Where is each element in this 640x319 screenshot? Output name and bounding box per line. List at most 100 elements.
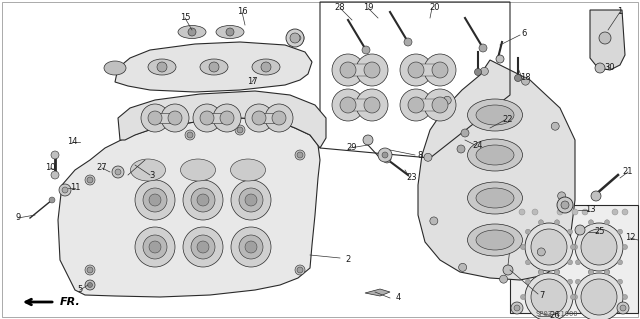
Circle shape — [197, 241, 209, 253]
Circle shape — [197, 194, 209, 206]
Circle shape — [149, 241, 161, 253]
Text: 29: 29 — [347, 144, 357, 152]
Circle shape — [183, 180, 223, 220]
Ellipse shape — [230, 159, 266, 181]
Circle shape — [588, 270, 593, 275]
Circle shape — [295, 265, 305, 275]
Ellipse shape — [476, 188, 514, 208]
Circle shape — [209, 62, 219, 72]
Circle shape — [588, 220, 593, 225]
Circle shape — [554, 270, 559, 275]
Circle shape — [87, 267, 93, 273]
Circle shape — [363, 135, 373, 145]
Circle shape — [290, 33, 300, 43]
Circle shape — [231, 180, 271, 220]
Ellipse shape — [216, 26, 244, 39]
Circle shape — [141, 104, 169, 132]
Circle shape — [183, 227, 223, 267]
Polygon shape — [58, 118, 320, 297]
Circle shape — [557, 192, 566, 200]
Circle shape — [557, 209, 563, 215]
Circle shape — [623, 244, 627, 249]
Circle shape — [588, 269, 593, 274]
Text: 12: 12 — [625, 234, 636, 242]
Circle shape — [531, 279, 567, 315]
Circle shape — [188, 28, 196, 36]
Bar — [510, 205, 638, 313]
Circle shape — [430, 217, 438, 225]
Circle shape — [408, 62, 424, 78]
Bar — [348, 64, 372, 76]
Circle shape — [575, 223, 623, 271]
Circle shape — [143, 188, 167, 212]
Circle shape — [148, 111, 162, 125]
Circle shape — [582, 209, 588, 215]
Text: 3: 3 — [149, 170, 155, 180]
Circle shape — [382, 152, 388, 158]
Circle shape — [213, 104, 241, 132]
Circle shape — [245, 241, 257, 253]
Circle shape — [525, 273, 573, 319]
Text: 20: 20 — [429, 4, 440, 12]
Ellipse shape — [148, 59, 176, 75]
Circle shape — [554, 220, 559, 225]
Circle shape — [261, 62, 271, 72]
Circle shape — [85, 175, 95, 185]
Circle shape — [618, 279, 623, 284]
Text: 2: 2 — [346, 256, 351, 264]
Circle shape — [573, 294, 577, 300]
Circle shape — [519, 209, 525, 215]
Text: 7: 7 — [540, 291, 545, 300]
Circle shape — [245, 104, 273, 132]
Circle shape — [62, 187, 68, 193]
Circle shape — [605, 269, 609, 274]
Circle shape — [265, 104, 293, 132]
Polygon shape — [365, 289, 390, 296]
Text: 27: 27 — [97, 164, 108, 173]
Text: 1: 1 — [618, 8, 623, 17]
Circle shape — [570, 294, 575, 300]
Circle shape — [520, 294, 525, 300]
Circle shape — [481, 67, 488, 75]
Circle shape — [575, 279, 580, 284]
Text: SP03-E1000: SP03-E1000 — [535, 311, 577, 317]
Circle shape — [252, 111, 266, 125]
Circle shape — [605, 270, 609, 275]
Text: 24: 24 — [473, 140, 483, 150]
Circle shape — [235, 125, 245, 135]
Circle shape — [461, 129, 469, 137]
Polygon shape — [418, 60, 575, 280]
Circle shape — [220, 111, 234, 125]
Ellipse shape — [178, 26, 206, 39]
Circle shape — [532, 209, 538, 215]
Circle shape — [605, 220, 609, 225]
Circle shape — [143, 235, 167, 259]
Text: 19: 19 — [363, 4, 373, 12]
Circle shape — [51, 151, 59, 159]
Circle shape — [479, 44, 487, 52]
Circle shape — [191, 235, 215, 259]
Text: 22: 22 — [503, 115, 513, 124]
Circle shape — [561, 201, 569, 209]
Circle shape — [522, 77, 529, 85]
Circle shape — [356, 54, 388, 86]
Circle shape — [115, 169, 121, 175]
Circle shape — [400, 54, 432, 86]
Text: 18: 18 — [520, 73, 531, 83]
Circle shape — [551, 122, 559, 130]
Ellipse shape — [467, 182, 522, 214]
Text: 15: 15 — [180, 13, 190, 23]
Circle shape — [400, 89, 432, 121]
Text: 30: 30 — [605, 63, 615, 72]
Ellipse shape — [131, 159, 166, 181]
Text: FR.: FR. — [60, 297, 81, 307]
Circle shape — [297, 152, 303, 158]
Circle shape — [295, 150, 305, 160]
Circle shape — [525, 260, 531, 265]
Text: 11: 11 — [70, 183, 80, 192]
Circle shape — [59, 184, 71, 196]
Text: 6: 6 — [522, 29, 527, 39]
Circle shape — [85, 265, 95, 275]
Text: 5: 5 — [77, 286, 83, 294]
Circle shape — [191, 188, 215, 212]
